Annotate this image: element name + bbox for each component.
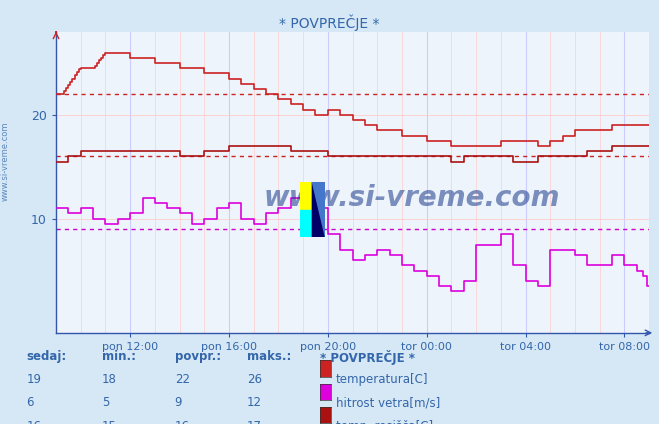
Text: 9: 9: [175, 396, 182, 410]
Text: * POVPREČJE *: * POVPREČJE *: [320, 350, 415, 365]
Text: 19: 19: [26, 373, 42, 386]
Text: 16: 16: [175, 420, 190, 424]
Text: temperatura[C]: temperatura[C]: [336, 373, 428, 386]
Text: sedaj:: sedaj:: [26, 350, 67, 363]
Text: temp. rosišča[C]: temp. rosišča[C]: [336, 420, 433, 424]
Text: 18: 18: [102, 373, 117, 386]
Text: povpr.:: povpr.:: [175, 350, 221, 363]
Text: 26: 26: [247, 373, 262, 386]
Text: 6: 6: [26, 396, 34, 410]
Text: maks.:: maks.:: [247, 350, 291, 363]
Text: hitrost vetra[m/s]: hitrost vetra[m/s]: [336, 396, 440, 410]
Text: 16: 16: [26, 420, 42, 424]
Text: 12: 12: [247, 396, 262, 410]
Text: 5: 5: [102, 396, 109, 410]
Text: 17: 17: [247, 420, 262, 424]
Text: min.:: min.:: [102, 350, 136, 363]
Polygon shape: [300, 182, 312, 210]
Text: 22: 22: [175, 373, 190, 386]
Polygon shape: [300, 210, 312, 237]
Text: 15: 15: [102, 420, 117, 424]
Text: www.si-vreme.com: www.si-vreme.com: [1, 121, 10, 201]
Polygon shape: [312, 182, 325, 237]
Text: * POVPREČJE *: * POVPREČJE *: [279, 15, 380, 31]
Text: www.si-vreme.com: www.si-vreme.com: [264, 184, 560, 212]
Polygon shape: [312, 182, 325, 237]
